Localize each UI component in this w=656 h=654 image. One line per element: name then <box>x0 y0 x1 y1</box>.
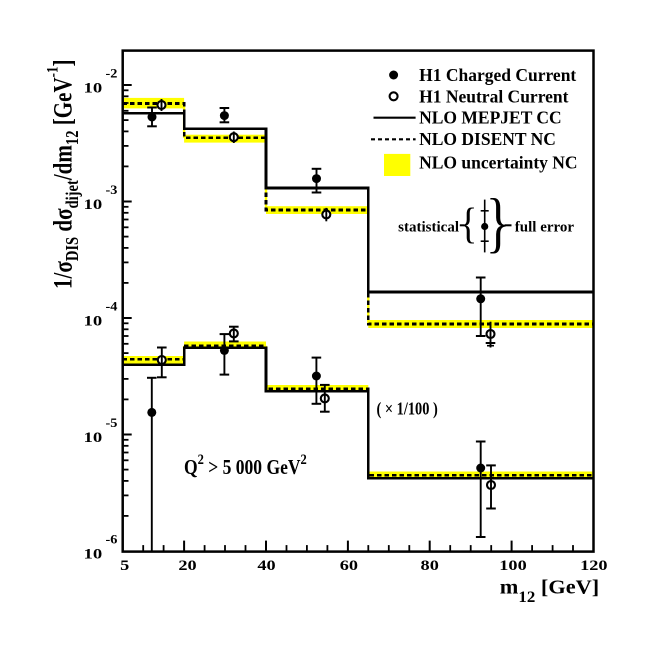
svg-text:NLO MEPJET CC: NLO MEPJET CC <box>419 107 562 127</box>
svg-text:-4: -4 <box>106 299 118 313</box>
svg-text:}: } <box>486 185 510 259</box>
svg-text:10: 10 <box>84 312 103 329</box>
svg-text:10: 10 <box>84 79 103 96</box>
svg-text:statistical: statistical <box>398 219 459 235</box>
svg-text:NLO uncertainty NC: NLO uncertainty NC <box>419 152 577 172</box>
svg-text:-2: -2 <box>106 66 118 80</box>
svg-text:-6: -6 <box>106 532 118 546</box>
svg-text:NLO DISENT NC: NLO DISENT NC <box>419 129 556 149</box>
svg-text:100: 100 <box>499 557 526 574</box>
svg-text:20: 20 <box>178 557 196 574</box>
svg-text:120: 120 <box>580 557 607 574</box>
svg-text:80: 80 <box>421 557 439 574</box>
svg-text:full error: full error <box>515 219 575 235</box>
svg-text:5: 5 <box>120 557 129 574</box>
svg-text:40: 40 <box>257 557 275 574</box>
svg-text:H1 Charged Current: H1 Charged Current <box>419 65 576 85</box>
svg-text:10: 10 <box>84 429 103 446</box>
svg-text:60: 60 <box>340 557 358 574</box>
svg-text:( × 1/100 ): ( × 1/100 ) <box>377 398 438 419</box>
svg-text:10: 10 <box>84 196 103 213</box>
svg-text:-5: -5 <box>106 416 118 430</box>
svg-text:H1 Neutral Current: H1 Neutral Current <box>419 86 569 106</box>
svg-text:Q2 > 5 000 GeV2: Q2 > 5 000 GeV2 <box>184 451 307 479</box>
svg-text:-3: -3 <box>106 183 118 197</box>
svg-text:{: { <box>459 199 477 247</box>
svg-text:10: 10 <box>84 545 103 562</box>
